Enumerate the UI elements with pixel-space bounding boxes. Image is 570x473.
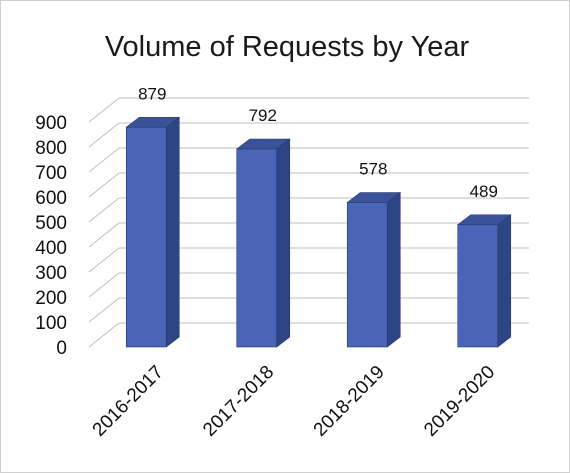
y-tick-label: 800: [35, 138, 67, 159]
x-tick-label: 2019-2020: [420, 362, 499, 441]
data-label: 879: [138, 84, 166, 103]
y-tick-label: 300: [35, 263, 67, 284]
gridline-diagonal: [88, 222, 120, 248]
y-tick-label: 500: [35, 213, 67, 234]
bar-front: [125, 126, 167, 348]
data-label: 578: [359, 160, 387, 179]
y-tick-label: 100: [35, 313, 67, 334]
x-axis-ticks: 2016-2017 2017-2018 2018-2019 2019-2020: [89, 362, 500, 441]
y-tick-label: 600: [35, 188, 67, 209]
gridline-diagonal: [88, 322, 120, 348]
gridline-diagonal: [88, 197, 120, 223]
chart-title: Volume of Requests by Year: [105, 31, 470, 63]
x-tick-label: 2018-2019: [310, 362, 389, 441]
bar-side: [386, 191, 401, 348]
data-label: 792: [249, 106, 277, 125]
y-axis-ticks: 0 100 200 300 400 500 600 700 800 900: [35, 113, 67, 359]
gridline-diagonal: [88, 122, 120, 148]
bars: 879 792 578 489: [125, 84, 512, 348]
bar-front: [457, 224, 499, 348]
x-tick-label: 2016-2017: [89, 362, 168, 441]
gridline-diagonal: [88, 172, 120, 198]
y-tick-label: 400: [35, 238, 67, 259]
x-tick-label: 2017-2018: [199, 362, 278, 441]
y-tick-label: 900: [35, 113, 67, 134]
bar-front: [346, 202, 388, 348]
bar-side: [276, 138, 291, 348]
gridline-diagonal: [88, 97, 120, 123]
bar-2016-2017: 879: [125, 84, 181, 348]
gridline-diagonal: [88, 247, 120, 273]
gridline-diagonal: [88, 147, 120, 173]
gridline-diagonal: [88, 272, 120, 298]
bar-side: [497, 214, 512, 348]
y-tick-label: 700: [35, 163, 67, 184]
data-label: 489: [470, 182, 498, 201]
bar-2017-2018: 792: [235, 106, 291, 348]
y-tick-label: 0: [56, 338, 67, 359]
bar-front: [236, 148, 278, 348]
bar-2019-2020: 489: [456, 182, 512, 348]
bar-side: [165, 116, 180, 348]
gridline-diagonal: [88, 297, 120, 323]
y-tick-label: 200: [35, 288, 67, 309]
bar-2018-2019: 578: [346, 160, 402, 348]
